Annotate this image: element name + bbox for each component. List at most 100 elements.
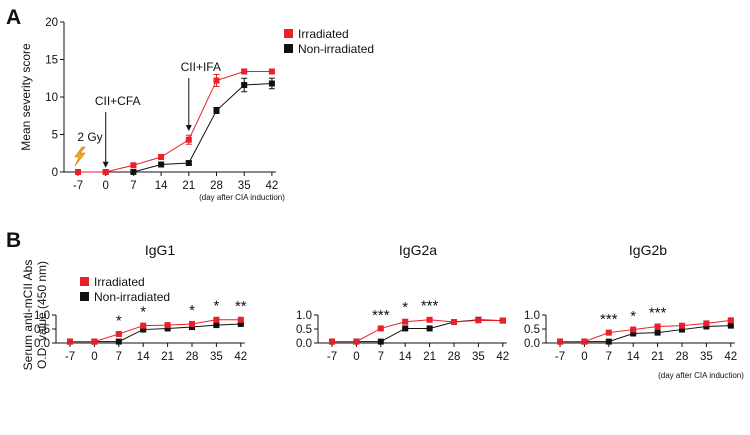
igg2a-x-tick-label: 0 bbox=[353, 351, 359, 363]
igg2a-irradiated-point bbox=[353, 338, 360, 345]
igg2b-x-tick-label: 35 bbox=[700, 351, 713, 363]
severity-non-irradiated-point bbox=[213, 107, 220, 114]
annotation-label: CII+IFA bbox=[181, 60, 221, 74]
severity-non-irradiated-point bbox=[185, 160, 192, 166]
igg2b-x-tick-label: 14 bbox=[627, 351, 640, 363]
igg1-significance: ** bbox=[235, 298, 247, 315]
severity-irradiated-line bbox=[78, 71, 272, 173]
severity-non-irradiated-point bbox=[268, 80, 275, 87]
severity-irradiated-point bbox=[130, 162, 137, 169]
igg1-irradiated-line bbox=[70, 319, 241, 343]
igg1-irradiated-point bbox=[115, 331, 122, 338]
severity-irradiated-point bbox=[102, 169, 109, 175]
igg1-significance: * bbox=[189, 302, 195, 319]
igg1-x-tick-label: 35 bbox=[210, 351, 223, 363]
igg1-y-label: O.D. value (450 nm) bbox=[35, 261, 49, 369]
severity-legend-label: Irradiated bbox=[298, 27, 349, 41]
igg1-x-tick-label: 7 bbox=[116, 351, 122, 363]
igg1-irradiated-point bbox=[213, 316, 220, 323]
igg2b-non-irradiated-line bbox=[560, 325, 731, 343]
igg2a-non-irradiated-point bbox=[426, 325, 433, 332]
igg2a-significance: *** bbox=[421, 298, 439, 315]
igg1-non-irradiated-point bbox=[213, 322, 220, 329]
igg2a-irradiated-point bbox=[475, 317, 482, 324]
annotation-dose-label: 2 Gy bbox=[77, 130, 102, 144]
igg1-non-irradiated-point bbox=[189, 324, 195, 331]
igg2b-irradiated-point bbox=[703, 320, 710, 327]
igg1-y-tick-label: 0.5 bbox=[34, 324, 50, 336]
severity-x-note: (day after CIA induction) bbox=[199, 193, 285, 202]
igg2a-significance: * bbox=[402, 299, 408, 316]
igg2b-non-irradiated-point bbox=[727, 322, 734, 329]
chart-layer: 0 5 10 15 20 -7 0 7 14 21 28 35 42 Mean severity scor… bbox=[19, 17, 744, 380]
igg2a-irradiated-point bbox=[499, 317, 506, 324]
igg2b-y-tick-label: 1.0 bbox=[524, 310, 540, 322]
igg2a-irradiated-point bbox=[426, 316, 433, 323]
severity-y-tick-label: 20 bbox=[45, 17, 58, 29]
igg2b-irradiated-point bbox=[654, 323, 661, 330]
igg1-non-irradiated-point bbox=[115, 338, 122, 345]
igg2b-x-note: (day after CIA induction) bbox=[658, 371, 744, 380]
igg1-y-tick-label: 0.0 bbox=[34, 338, 50, 350]
severity-x-tick-label: 14 bbox=[155, 180, 168, 192]
igg2b-non-irradiated-point bbox=[630, 330, 637, 337]
severity-x-tick-label: 0 bbox=[102, 180, 108, 192]
lightning-icon bbox=[74, 146, 86, 167]
igg2b-x-tick-label: 7 bbox=[606, 351, 612, 363]
severity-y-tick-label: 5 bbox=[52, 130, 58, 142]
igg2a-x-tick-label: 7 bbox=[378, 351, 384, 363]
severity-irradiated-point bbox=[268, 68, 275, 75]
igg1-x-tick-label: 21 bbox=[161, 351, 174, 363]
igg1-x-tick-label: -7 bbox=[65, 351, 75, 363]
severity-x-tick-label: 35 bbox=[238, 180, 251, 192]
igg2a-x-tick-label: 42 bbox=[496, 351, 509, 363]
igg1-significance: * bbox=[140, 304, 146, 321]
severity-x-tick-label: 7 bbox=[130, 180, 136, 192]
igg2b-y-tick-label: 0.5 bbox=[524, 324, 540, 336]
igg1-x-tick-label: 14 bbox=[137, 351, 150, 363]
severity-legend-swatch bbox=[284, 29, 293, 38]
igg2a-x-tick-label: 21 bbox=[423, 351, 436, 363]
severity-y-label: Mean severity score bbox=[19, 43, 33, 151]
igg1-legend-label: Irradiated bbox=[94, 275, 145, 289]
severity-irradiated-point bbox=[241, 68, 248, 75]
severity-x-tick-label: -7 bbox=[73, 180, 83, 192]
igg2a-significance: *** bbox=[372, 307, 390, 324]
severity-irradiated-point bbox=[213, 77, 220, 84]
igg1-y-tick-label: 1.0 bbox=[34, 310, 50, 322]
igg1-non-irradiated-point bbox=[140, 326, 147, 333]
igg2b-significance: * bbox=[630, 308, 636, 325]
igg2b-non-irradiated-point bbox=[679, 326, 685, 333]
igg2b-title: IgG2b bbox=[629, 242, 667, 258]
severity-x-tick-label: 21 bbox=[182, 180, 195, 192]
igg1-legend-label: Non-irradiated bbox=[94, 290, 170, 304]
igg1-x-tick-label: 0 bbox=[91, 351, 97, 363]
igg2b-significance: *** bbox=[600, 311, 618, 328]
igg2b-irradiated-point bbox=[581, 338, 588, 345]
igg2b-irradiated-point bbox=[727, 317, 734, 324]
severity-non-irradiated-line bbox=[78, 83, 272, 173]
igg2a-non-irradiated-point bbox=[377, 338, 384, 345]
igg2b-irradiated-point bbox=[679, 322, 685, 329]
igg1-significance: * bbox=[116, 312, 122, 329]
igg2a-y-tick-label: 0.5 bbox=[296, 324, 312, 336]
igg2b-irradiated-point bbox=[630, 326, 637, 333]
severity-x-tick-label: 42 bbox=[266, 180, 279, 192]
igg2a-x-tick-label: 14 bbox=[399, 351, 412, 363]
igg2a-irradiated-point bbox=[329, 338, 335, 345]
igg2b-x-tick-label: 0 bbox=[581, 351, 587, 363]
igg1-irradiated-point bbox=[140, 322, 147, 329]
igg1-legend-swatch bbox=[80, 277, 89, 286]
igg2b-non-irradiated-point bbox=[654, 329, 661, 336]
severity-legend-label: Non-irradiated bbox=[298, 42, 374, 56]
igg1-irradiated-point bbox=[189, 320, 195, 327]
igg2b-irradiated-point bbox=[605, 329, 612, 336]
panel-label-b: B bbox=[6, 229, 21, 252]
igg1-irradiated-point bbox=[237, 316, 244, 323]
igg2b-y-tick-label: 0.0 bbox=[524, 338, 540, 350]
igg2a-title: IgG2a bbox=[399, 242, 437, 258]
igg1-x-tick-label: 42 bbox=[234, 351, 247, 363]
igg1-legend-swatch bbox=[80, 292, 89, 301]
severity-y-tick-label: 0 bbox=[52, 167, 58, 179]
severity-legend-swatch bbox=[284, 44, 293, 53]
